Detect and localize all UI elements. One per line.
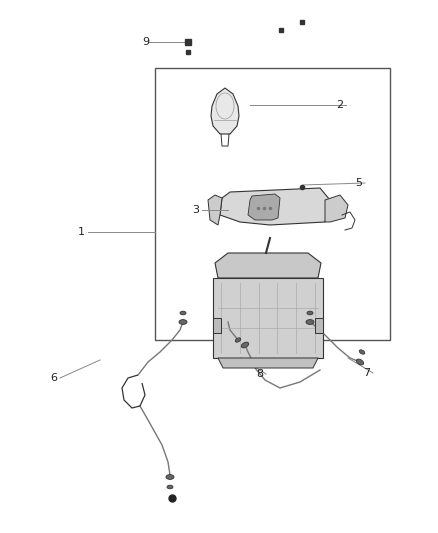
Polygon shape bbox=[218, 358, 318, 368]
Ellipse shape bbox=[180, 311, 186, 315]
Ellipse shape bbox=[167, 485, 173, 489]
Bar bbox=[213, 278, 323, 358]
Ellipse shape bbox=[357, 359, 364, 365]
Text: 5: 5 bbox=[355, 178, 362, 188]
Ellipse shape bbox=[241, 342, 249, 348]
Text: 6: 6 bbox=[50, 373, 57, 383]
Text: 7: 7 bbox=[363, 368, 370, 378]
Text: 9: 9 bbox=[142, 37, 149, 47]
Bar bbox=[213, 318, 221, 333]
Ellipse shape bbox=[166, 474, 174, 479]
Polygon shape bbox=[208, 195, 222, 225]
Bar bbox=[315, 318, 323, 333]
Polygon shape bbox=[211, 88, 239, 134]
Text: 3: 3 bbox=[192, 205, 199, 215]
Polygon shape bbox=[325, 195, 348, 222]
Polygon shape bbox=[215, 253, 321, 278]
Polygon shape bbox=[248, 194, 280, 220]
Text: 1: 1 bbox=[78, 227, 85, 237]
Text: 8: 8 bbox=[256, 369, 263, 379]
Ellipse shape bbox=[179, 320, 187, 325]
Ellipse shape bbox=[235, 338, 241, 342]
Polygon shape bbox=[220, 188, 330, 225]
Bar bbox=[155, 68, 390, 340]
Ellipse shape bbox=[306, 320, 314, 325]
Ellipse shape bbox=[359, 350, 365, 354]
Text: 2: 2 bbox=[336, 100, 343, 110]
Ellipse shape bbox=[307, 311, 313, 315]
